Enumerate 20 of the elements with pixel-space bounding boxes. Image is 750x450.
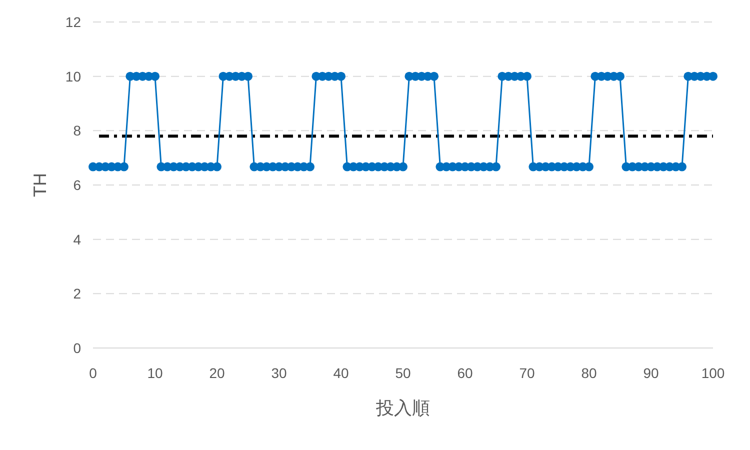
x-tick-label: 20 bbox=[209, 365, 225, 381]
x-tick-label: 70 bbox=[519, 365, 535, 381]
x-tick-label: 40 bbox=[333, 365, 349, 381]
y-tick-label: 4 bbox=[73, 231, 82, 248]
y-tick-label: 12 bbox=[65, 14, 82, 30]
x-tick-label: 90 bbox=[643, 365, 659, 381]
x-tick-label: 100 bbox=[701, 365, 725, 381]
x-tick-label: 60 bbox=[457, 365, 473, 381]
x-tick-label: 80 bbox=[581, 365, 597, 381]
y-tick-label: 2 bbox=[73, 286, 82, 302]
y-axis-title: TH bbox=[30, 173, 50, 197]
x-tick-label: 50 bbox=[395, 365, 411, 381]
x-tick-label: 30 bbox=[271, 365, 287, 381]
y-tick-label: 6 bbox=[73, 177, 82, 193]
x-tick-label: 10 bbox=[147, 365, 163, 381]
y-tick-label: 0 bbox=[73, 340, 82, 356]
y-tick-label: 8 bbox=[73, 122, 82, 139]
x-axis-title: 投入順 bbox=[375, 398, 430, 418]
y-tick-label: 10 bbox=[65, 68, 82, 84]
x-tick-label: 0 bbox=[89, 365, 98, 381]
